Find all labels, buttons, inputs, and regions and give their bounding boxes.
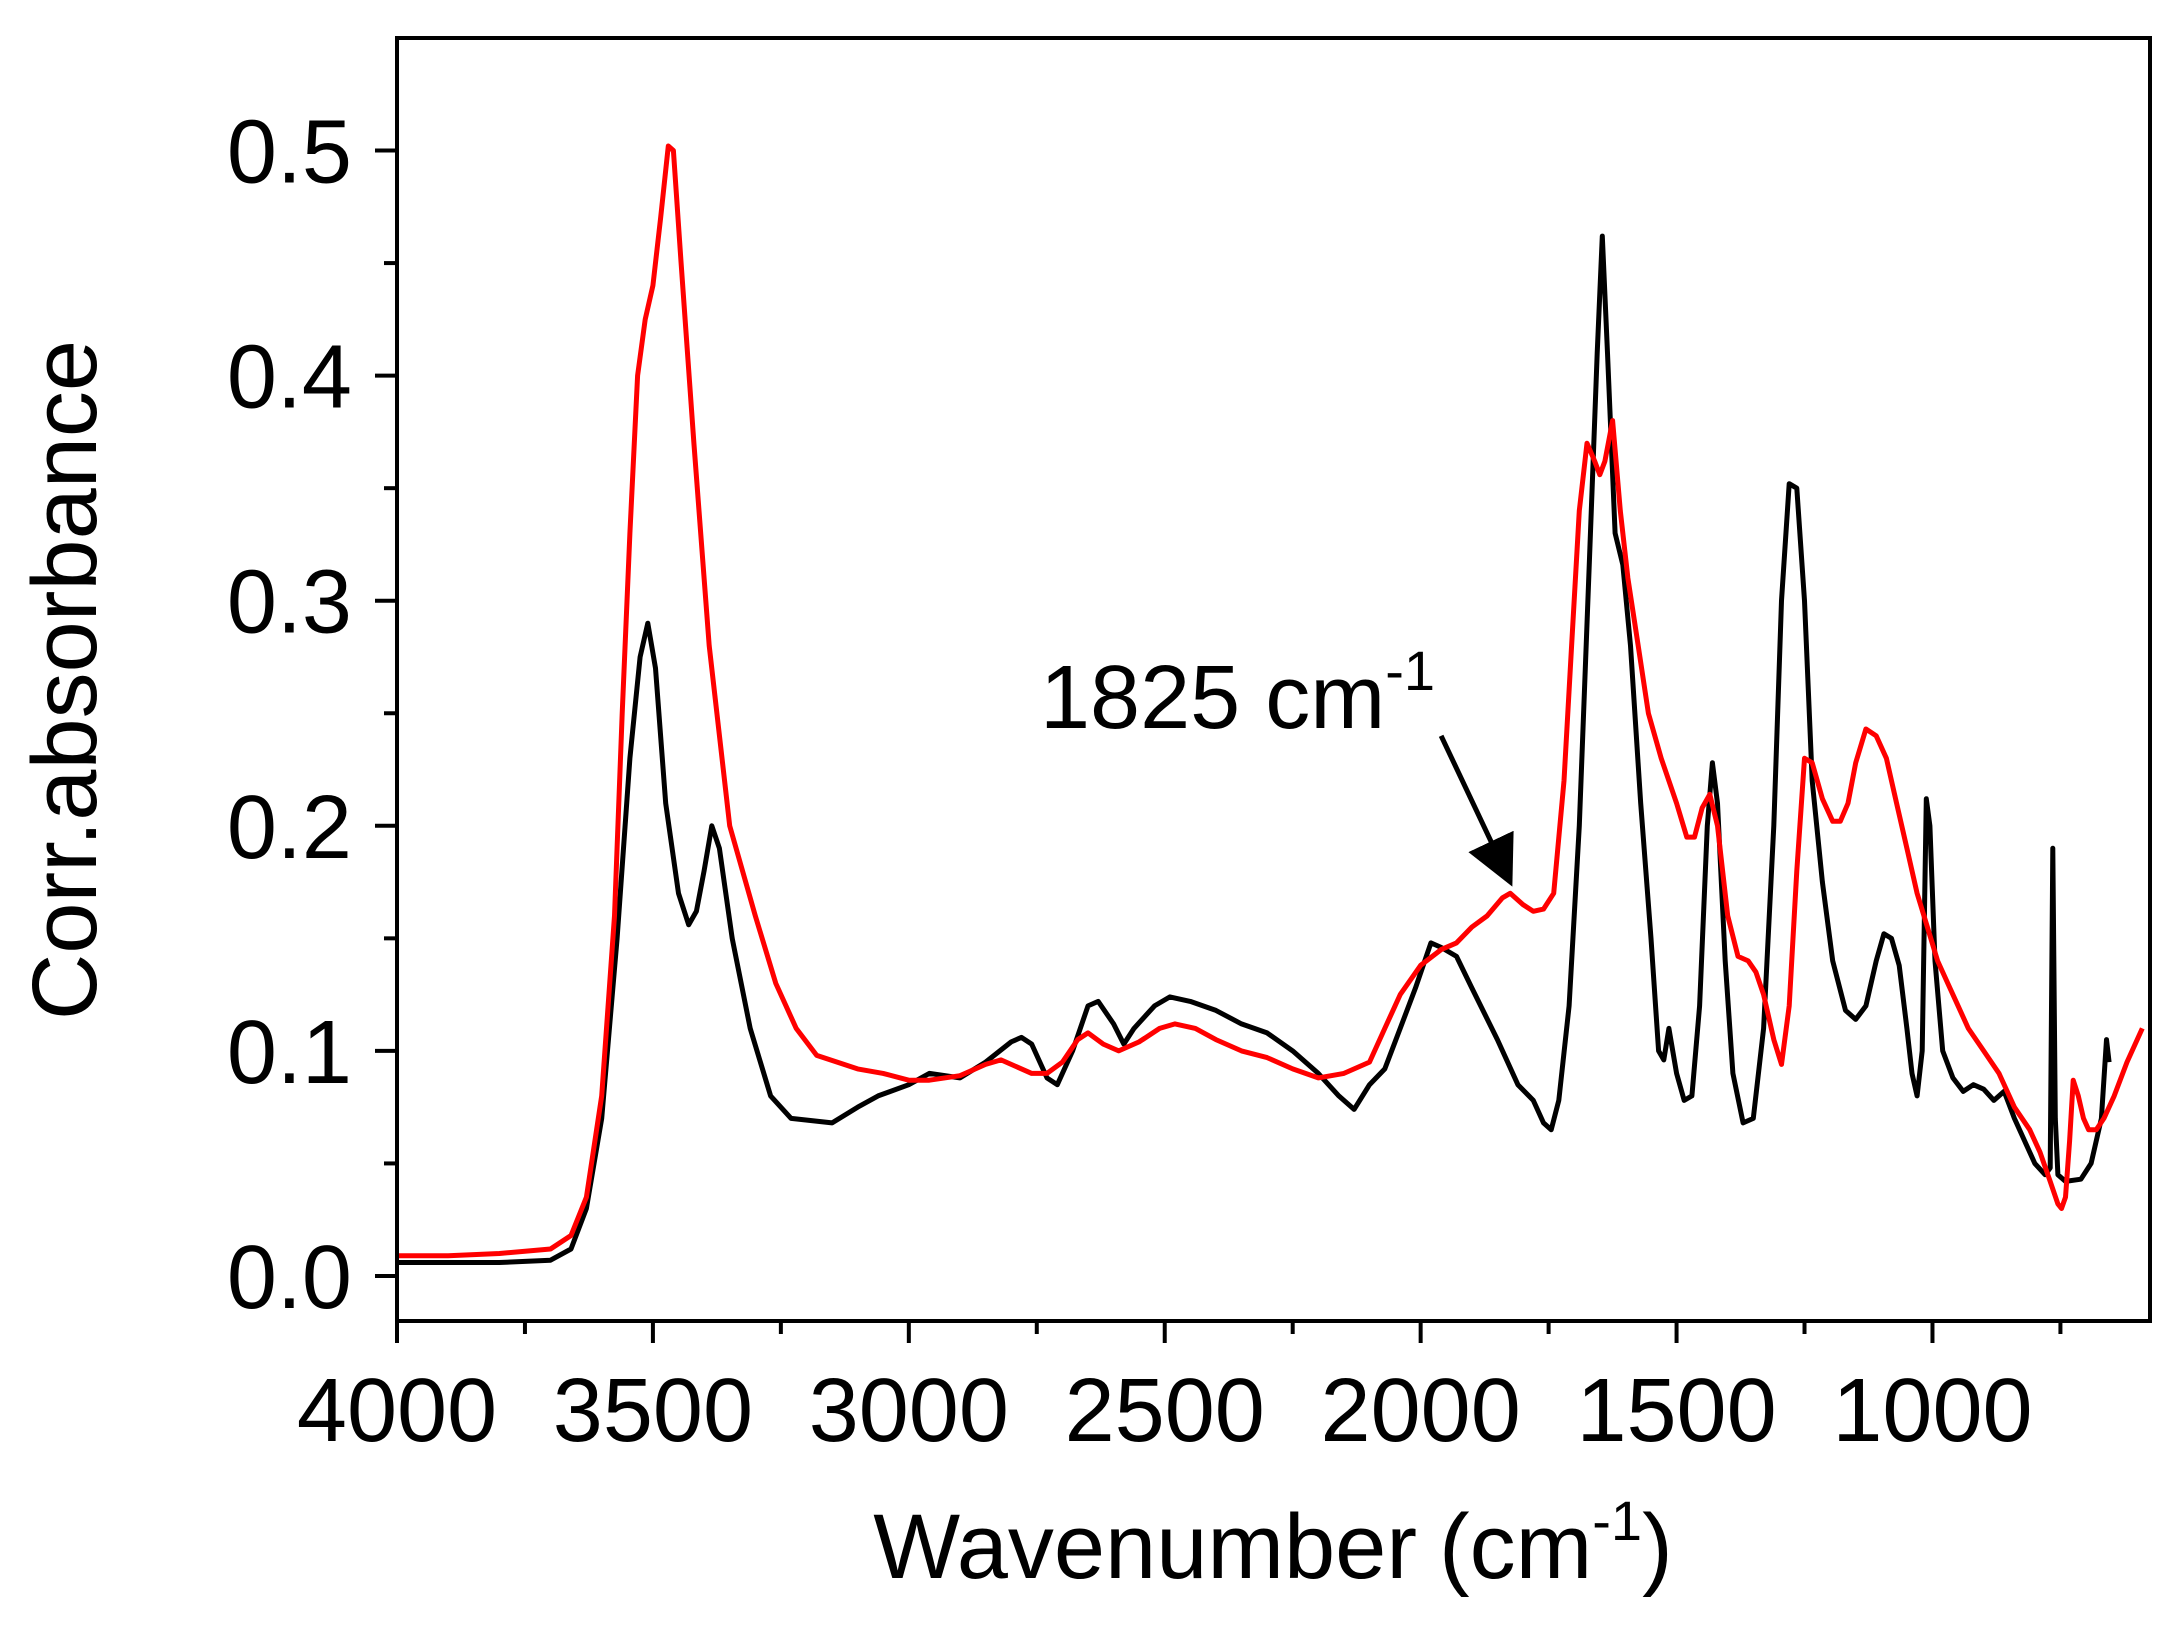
x-tick-label: 1500 [1576, 1361, 1776, 1461]
x-tick-label: 2500 [1065, 1361, 1265, 1461]
x-tick-label: 3000 [809, 1361, 1009, 1461]
y-tick-label: 0.0 [227, 1228, 352, 1328]
y-tick-label: 0.2 [227, 778, 352, 878]
plot-background [397, 38, 2150, 1321]
y-axis-title: Corr.absorbance [14, 340, 116, 1020]
x-axis-title-unit: (cm [1439, 1496, 1592, 1598]
annotation-sup: -1 [1385, 639, 1435, 702]
annotation-arrow [1438, 734, 1514, 887]
x-axis-title-unit-sup: -1 [1592, 1489, 1642, 1552]
y-axis-ticks: 0.0 0.1 0.2 0.3 0.4 0.5 [227, 103, 397, 1328]
series-layer [397, 143, 2145, 1265]
y-tick-label: 0.5 [227, 103, 352, 203]
y-tick-label: 0.4 [227, 328, 352, 428]
annotation: 1825 cm-1 [1040, 639, 1514, 887]
series-line-black [397, 233, 2112, 1265]
x-axis-title-text: Wavenumber [873, 1496, 1417, 1598]
y-tick-label: 0.3 [227, 553, 352, 653]
x-axis-title-unit-close: ) [1642, 1496, 1673, 1598]
x-tick-label: 3500 [553, 1361, 753, 1461]
y-tick-label: 0.1 [227, 1003, 352, 1103]
x-tick-label: 2000 [1321, 1361, 1521, 1461]
x-tick-label: 1000 [1832, 1361, 2032, 1461]
annotation-text: 1825 cm [1040, 648, 1385, 748]
x-axis-title: Wavenumber (cm-1) [873, 1489, 1672, 1598]
x-axis-ticks: 4000 3500 3000 2500 2000 1500 1000 [297, 1321, 2063, 1461]
x-tick-label: 4000 [297, 1361, 497, 1461]
annotation-label: 1825 cm-1 [1040, 639, 1435, 748]
series-line-red [397, 143, 2145, 1259]
plot-frame [395, 36, 2152, 1323]
